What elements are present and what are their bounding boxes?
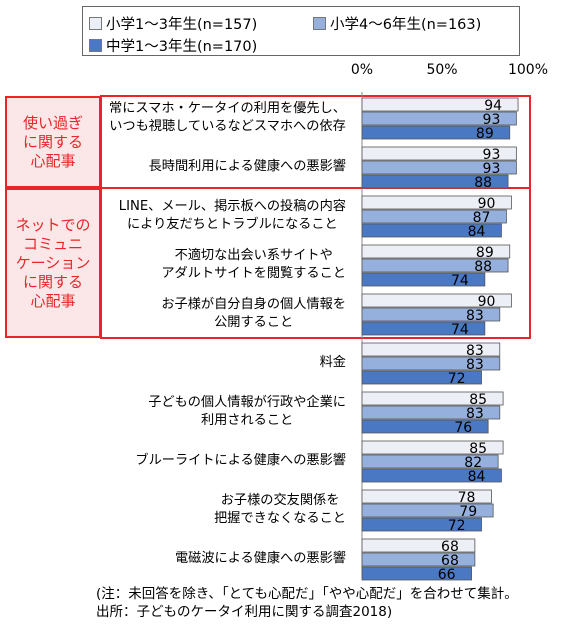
legend-swatch (89, 39, 102, 52)
category-label: 長時間利用による健康への悪影響 (148, 159, 346, 174)
legend-item-jhs-1-3: 中学1～3年生(n=170) (89, 35, 257, 56)
bar (361, 405, 501, 420)
bar-value-label: 83 (466, 406, 484, 422)
category-label: ブルーライトによる健康への悪影響 (135, 453, 346, 468)
legend-label: 中学1～3年生(n=170) (106, 39, 258, 55)
bar-value-label: 83 (466, 343, 484, 359)
category-label: お子様の交友関係を 把握できなくなること (214, 493, 346, 526)
bar (361, 97, 519, 112)
bar-value-label: 90 (478, 294, 496, 310)
bar-value-label: 76 (454, 420, 472, 436)
x-tick-label: 0% (350, 62, 374, 78)
bar (361, 258, 509, 273)
bar-value-label: 83 (466, 308, 484, 324)
group-box-overuse: 使い過ぎ に関する 心配事 (5, 96, 101, 188)
bar-value-label: 74 (451, 322, 469, 338)
bar (361, 468, 502, 483)
category-label: 常にスマホ・ケータイの利用を優先し、 いつも視聴しているなどスマホへの依存 (109, 101, 346, 134)
note-line-1: (注：未回答を除き、「とても心配だ」「やや心配だ」を合わせて集計。 (96, 586, 518, 602)
category-label: 不適切な出会い系サイトや アダルトサイトを閲覧すること (161, 248, 346, 281)
bar (361, 321, 486, 336)
x-tick-label: 50% (426, 62, 458, 78)
category-label: LINE、メール、掲示板への投稿の内容 により友だちとトラブルになること (118, 199, 346, 232)
bar-value-label: 89 (476, 245, 494, 261)
bar (361, 244, 511, 259)
bar-value-label: 74 (451, 273, 469, 289)
bar (361, 111, 517, 126)
bar (361, 209, 507, 224)
category-label: 子どもの個人情報が行政や企業に 利用されること (148, 395, 346, 428)
bar (361, 223, 502, 238)
bar (361, 307, 501, 322)
category-label: 料金 (319, 355, 346, 370)
group-label-communication: ネットでの コミュニ ケーション に関する 心配事 (15, 215, 91, 310)
bar-value-label: 66 (438, 567, 456, 583)
bar-value-label: 90 (478, 196, 496, 212)
bar-value-label: 94 (484, 98, 502, 114)
category-label: 電磁波による健康への悪影響 (174, 551, 346, 566)
bar (361, 566, 472, 581)
bar (361, 356, 501, 371)
legend-label: 小学4～6年生(n=163) (330, 17, 482, 33)
legend-swatch (89, 17, 102, 30)
note-line-2: 出所：子どものケータイ利用に関する調査2018) (96, 604, 393, 620)
group-label-overuse: 使い過ぎ に関する 心配事 (22, 113, 83, 170)
bar-value-label: 85 (469, 441, 487, 457)
bar (361, 272, 486, 287)
bar-value-label: 89 (476, 126, 494, 142)
category-label: お子様が自分自身の個人情報を 公開すること (161, 297, 346, 330)
bar (361, 146, 517, 161)
bar (361, 419, 489, 434)
bar (361, 174, 509, 189)
group-box-communication: ネットでの コミュニ ケーション に関する 心配事 (5, 188, 101, 338)
bar (361, 454, 499, 469)
bar (361, 552, 476, 567)
bar (361, 342, 501, 357)
bar-value-label: 93 (483, 112, 501, 128)
bar (361, 517, 482, 532)
bar-value-label: 68 (441, 553, 459, 569)
bar (361, 538, 476, 553)
bar (361, 503, 494, 518)
bar-value-label: 82 (464, 455, 482, 471)
bar-value-label: 85 (469, 392, 487, 408)
legend: 小学1～3年生(n=157) 小学4～6年生(n=163) 中学1～3年生(n=… (82, 6, 520, 56)
bar-value-label: 79 (459, 504, 477, 520)
bar-value-label: 83 (466, 357, 484, 373)
bar-value-label: 93 (483, 161, 501, 177)
legend-item-elem-1-3: 小学1～3年生(n=157) (89, 13, 257, 34)
bar-value-label: 88 (474, 259, 492, 275)
bar (361, 160, 517, 175)
legend-label: 小学1～3年生(n=157) (106, 17, 258, 33)
highlight-frame-communication (100, 187, 531, 339)
bar-value-label: 84 (468, 224, 486, 240)
bar-value-label: 68 (441, 539, 459, 555)
bar (361, 195, 512, 210)
legend-item-elem-4-6: 小学4～6年生(n=163) (313, 13, 481, 34)
bar-value-label: 88 (474, 175, 492, 191)
bar-value-label: 72 (448, 371, 466, 387)
bar-value-label: 72 (448, 518, 466, 534)
bar-value-label: 84 (468, 469, 486, 485)
bar (361, 391, 504, 406)
bar (361, 370, 482, 385)
legend-swatch (313, 17, 326, 30)
bar-value-label: 87 (473, 210, 491, 226)
bar (361, 125, 511, 140)
bar (361, 440, 504, 455)
bar (361, 293, 512, 308)
bar-value-label: 93 (483, 147, 501, 163)
bar (361, 489, 492, 504)
x-tick-label: 100% (507, 62, 549, 78)
bar-value-label: 78 (458, 490, 476, 506)
